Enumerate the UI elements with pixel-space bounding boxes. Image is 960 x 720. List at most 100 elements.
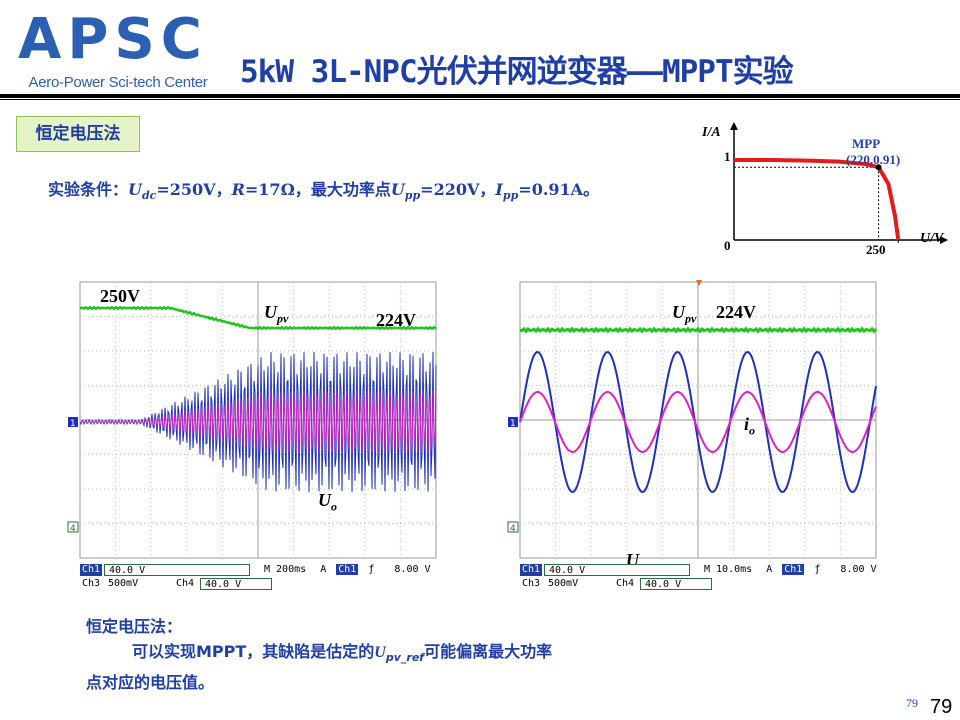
scope1-ch4-marker-text: 4 <box>70 524 76 534</box>
scope1-ch3-tag: Ch3 <box>80 578 103 590</box>
page-number: 79 <box>930 696 953 718</box>
scope1-label-upv: Upv <box>264 302 288 327</box>
scope2-ch4-val: 40.0 V <box>640 578 712 590</box>
mpp-coord-label: (220,0.91) <box>846 152 900 167</box>
scope2-ch1-tag: Ch1 <box>520 564 543 576</box>
scope2-ch3-tag: Ch3 <box>520 578 543 590</box>
slide-title: 5kW 3L-NPC光伏并网逆变器——MPPT实验 <box>240 54 794 90</box>
uo-sym: U <box>318 490 331 510</box>
r-value: =17Ω， <box>244 180 311 199</box>
scope1-ch1-marker <box>68 417 78 427</box>
scope2-io-trace <box>519 391 877 453</box>
header-rule-thin <box>0 99 960 100</box>
note-upvref-sym: U <box>374 644 386 661</box>
udc-symbol: U <box>128 180 142 199</box>
scope2-plot: 14 <box>507 280 878 559</box>
scope1-ch1-val: 40.0 V <box>104 564 250 576</box>
scope2-label-224v: 224V <box>716 302 756 322</box>
scope2-ch1-val: 40.0 V <box>544 564 690 576</box>
iv-x-axis-label: U/V <box>920 231 945 246</box>
iv-curve-chart: I/A U/V 1 0 250 MPP (220,0.91) <box>701 122 948 257</box>
scope2-trig-ch: Ch1 <box>782 564 805 575</box>
scope1-ch3-val: 500mV <box>104 578 170 590</box>
scope1-trig-ch: Ch1 <box>336 564 359 575</box>
note-line2a: 可以实现MPPT，其缺陷是估定的 <box>132 642 375 661</box>
iv-x-tick-250: 250 <box>866 242 886 257</box>
scope2-trig-sym: ƒ <box>814 564 821 575</box>
mpp-label: MPP <box>852 136 880 151</box>
scope1-label-250v: 250V <box>100 286 140 306</box>
ipp-symbol: I <box>495 180 503 199</box>
scope1-ch4-marker <box>67 521 79 533</box>
scope2-label-upv: Upv <box>672 302 696 327</box>
scope1-plot: 14 <box>67 281 437 559</box>
upp-symbol: U <box>390 180 405 199</box>
scope2-ch1-marker-text: 1 <box>510 419 516 429</box>
iv-x-arrow <box>940 236 948 244</box>
scope1-ch4-val: 40.0 V <box>200 578 272 590</box>
scope1-ch4-tag: Ch4 <box>174 578 197 590</box>
iv-y-tick-1: 1 <box>724 149 731 164</box>
page-number-small: 79 <box>906 696 918 710</box>
scope2-status-bar: Ch1 40.0 V M 10.0ms A Ch1 ƒ 8.00 V Ch3 5… <box>520 564 880 590</box>
note-line1: 恒定电压法： <box>86 617 183 636</box>
logo-subtitle: Aero-Power Sci-tech Center <box>28 74 208 91</box>
scope2-trig-mode: A <box>766 564 773 575</box>
upv-sub: pv <box>277 311 289 326</box>
logo-text: APSC <box>18 7 208 72</box>
scope1-status-bar: Ch1 40.0 V M 200ms A Ch1 ƒ 8.00 V Ch3 50… <box>80 564 440 590</box>
scope2-trigger-marker <box>696 280 702 286</box>
upp-sub: pp <box>404 189 421 203</box>
scope1-upv-trace <box>79 305 437 331</box>
apsc-logo: APSC Aero-Power Sci-tech Center <box>6 4 218 92</box>
conclusion-note: 恒定电压法： 可以实现MPPT，其缺陷是估定的Upv_ref可能偏离最大功率 点… <box>86 614 706 695</box>
note-line3: 点对应的电压值。 <box>86 673 215 693</box>
scope1-label-uo: Uo <box>318 490 337 515</box>
scope2-timebase-row: M 10.0ms A Ch1 ƒ 8.00 V <box>704 564 880 576</box>
mpp-point <box>875 164 882 171</box>
iv-x-tick-0: 0 <box>724 238 731 253</box>
scope1-timebase: M 200ms <box>264 564 307 575</box>
cond-mid: 最大功率点 <box>310 180 391 199</box>
iv-y-arrow <box>730 122 738 130</box>
scope2-upv-trace <box>519 326 878 334</box>
scope1-timebase-row: M 200ms A Ch1 ƒ 8.00 V <box>264 564 440 576</box>
upv-sym: U <box>264 302 277 322</box>
scope1-trig-sym: ƒ <box>368 564 375 575</box>
method-label-box: 恒定电压法 <box>16 116 140 152</box>
scope1-trig-level: 8.00 V <box>394 564 431 575</box>
iv-curve-line <box>734 158 901 241</box>
scope1-label-224v: 224V <box>376 310 416 330</box>
iv-y-axis-label: I/A <box>701 125 721 140</box>
scope2-ch1-marker <box>508 417 518 427</box>
scope2-ch4-marker-text: 4 <box>510 524 516 534</box>
udc-value: =250V， <box>156 180 232 199</box>
upp-value: =220V， <box>420 180 496 199</box>
scope2-timebase: M 10.0ms <box>704 564 753 575</box>
experiment-conditions: 实验条件：Udc=250V，R=17Ω，最大功率点Upp=220V，Ipp=0.… <box>48 176 599 202</box>
header-rule <box>0 94 960 98</box>
scope2-trig-level: 8.00 V <box>840 564 877 575</box>
ipp-sub: pp <box>502 189 519 203</box>
note-line2: 可以实现MPPT，其缺陷是估定的Upv_ref可能偏离最大功率 <box>86 639 706 670</box>
upv2-sym: U <box>672 302 685 322</box>
r-symbol: R <box>231 180 245 199</box>
scope2-ch4-tag: Ch4 <box>614 578 637 590</box>
scope1-ch1-marker-text: 1 <box>70 419 76 429</box>
scope1-ch1-tag: Ch1 <box>80 564 103 576</box>
uo-sub: o <box>331 499 337 514</box>
scope2-label-io: io <box>744 414 755 439</box>
udc-sub: dc <box>141 189 157 203</box>
scope2-uo-trace <box>519 351 877 493</box>
io-sym: i <box>744 414 750 434</box>
upv2-sub: pv <box>685 311 697 326</box>
ipp-value: =0.91A。 <box>518 180 600 199</box>
note-upvref-sub: pv_ref <box>385 651 425 665</box>
scope2-ch4-marker <box>507 521 519 533</box>
scope1-io-trace <box>79 390 437 454</box>
io-sub: o <box>749 423 756 438</box>
cond-prefix: 实验条件： <box>48 180 129 199</box>
note-line2b: 可能偏离最大功率 <box>424 642 553 661</box>
